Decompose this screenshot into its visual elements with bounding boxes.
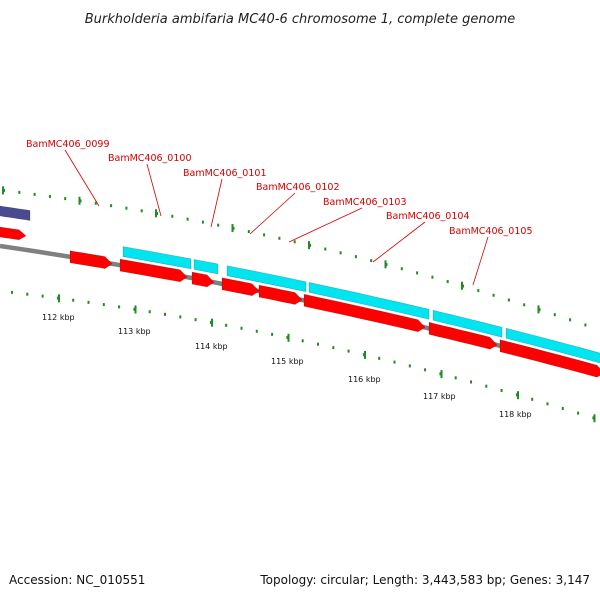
gene-label: BamMC406_0101: [183, 168, 266, 179]
inner-tick-ring: [11, 290, 596, 423]
neighbor-feature-other: [0, 205, 31, 221]
kbp-label: 114 kbp: [195, 342, 228, 351]
gene-labels: BamMC406_0099 BamMC406_0100 BamMC406_0101 B…: [26, 139, 532, 237]
forward-gene-block: [432, 309, 503, 338]
gene-label: BamMC406_0102: [256, 182, 339, 193]
feature-track: [0, 205, 600, 378]
label-leader-line: [64, 149, 100, 207]
reverse-gene-arrow: [191, 271, 215, 288]
reverse-gene-arrow: [221, 277, 260, 297]
label-leader-line: [472, 236, 489, 286]
label-leader-line: [146, 163, 162, 217]
forward-gene-block: [122, 246, 192, 270]
label-leader-lines: [64, 149, 489, 286]
reverse-gene-arrow: [499, 339, 600, 378]
reverse-gene-arrow: [428, 321, 498, 350]
topology-text: Topology: circular; Length: 3,443,583 bp…: [260, 573, 590, 587]
forward-gene-block: [226, 265, 307, 293]
gene-label: BamMC406_0100: [108, 153, 191, 164]
gene-label: BamMC406_0103: [323, 197, 406, 208]
kbp-labels: 112 kbp 113 kbp 114 kbp 115 kbp 116 kbp 117 k…: [42, 313, 532, 419]
label-leader-line: [210, 178, 223, 228]
kbp-label: 115 kbp: [271, 357, 304, 366]
reverse-gene-arrow: [119, 258, 188, 283]
genome-title: Burkholderia ambifaria MC40-6 chromosome…: [85, 12, 515, 27]
forward-gene-block: [308, 282, 430, 320]
label-leader-line: [372, 221, 426, 263]
kbp-label: 117 kbp: [423, 392, 456, 401]
reverse-gene-arrow: [303, 293, 426, 333]
reverse-gene-arrow-partial: [0, 226, 27, 241]
label-leader-line: [249, 192, 296, 235]
gene-label: BamMC406_0104: [386, 211, 469, 222]
forward-gene-block: [505, 327, 600, 364]
gene-label: BamMC406_0105: [449, 226, 532, 237]
kbp-label: 112 kbp: [42, 313, 75, 322]
reverse-gene-arrow: [69, 250, 113, 269]
accession-text: Accession: NC_010551: [9, 573, 146, 587]
kbp-label: 118 kbp: [499, 410, 532, 419]
kbp-label: 116 kbp: [348, 375, 381, 384]
outer-tick-ring: [2, 186, 587, 327]
reverse-gene-arrow: [258, 284, 303, 305]
label-leader-line: [288, 207, 363, 243]
kbp-label: 113 kbp: [118, 327, 151, 336]
gene-label: BamMC406_0099: [26, 139, 109, 150]
forward-gene-block: [193, 259, 219, 275]
